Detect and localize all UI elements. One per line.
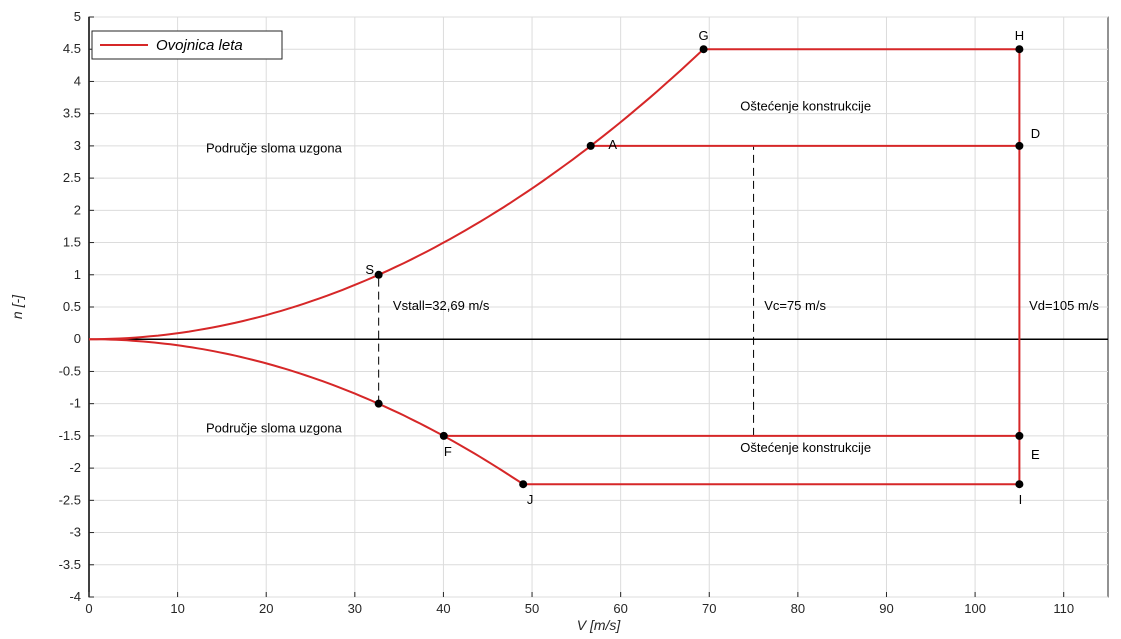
y-tick-label: 5 [74,9,81,24]
envelope-point [1015,431,1024,440]
x-tick-label: 50 [525,601,539,616]
x-tick-label: 100 [964,601,986,616]
point-labels: G H A D S F E J I [365,28,1040,507]
x-axis-label: V [m/s] [577,617,622,633]
y-tick-label: 4 [74,73,81,88]
point-label: H [1015,28,1024,43]
envelope-point [586,141,595,150]
point-label: E [1031,447,1040,462]
y-tick-label: -0.5 [59,363,81,378]
dashed-reference-lines [378,145,755,436]
x-tick-label: 30 [348,601,362,616]
x-tick-label: 90 [879,601,893,616]
negative-stall-curve [89,338,524,486]
y-tick-label: -1.5 [59,428,81,443]
point-label: A [608,137,617,152]
y-tick-label: 4.5 [63,41,81,56]
y-tick-label: 0.5 [63,299,81,314]
y-tick-label: -1 [69,396,81,411]
envelope-point [374,399,383,408]
y-tick-label: 0 [74,331,81,346]
point-label: F [444,444,452,459]
point-label: J [527,492,534,507]
series-lines [89,48,1021,486]
x-tick-label: 40 [436,601,450,616]
annotation-text: Vd=105 m/s [1029,298,1099,313]
x-tick-label: 10 [170,601,184,616]
point-label: G [699,28,709,43]
envelope-point [1015,480,1024,489]
envelope-point [699,45,708,54]
y-tick-label: 3 [74,138,81,153]
grid [88,16,1109,598]
y-tick-label: -2.5 [59,492,81,507]
y-tick-label: 3.5 [63,106,81,121]
y-tick-label: 1.5 [63,235,81,250]
annotation-text: Oštećenje konstrukcije [740,98,871,113]
point-label: I [1019,492,1023,507]
annotations: Oštećenje konstrukcije Područje sloma uzg… [206,98,1099,455]
y-tick-label: -4 [69,589,81,604]
point-label: S [365,262,374,277]
envelope-point [519,480,528,489]
annotation-text: Područje sloma uzgona [206,421,343,436]
x-tick-label: 70 [702,601,716,616]
y-tick-label: 2 [74,202,81,217]
annotation-text: Vc=75 m/s [764,298,826,313]
x-tick-label: 0 [85,601,92,616]
envelope-point [1015,45,1024,54]
x-tick-label: 20 [259,601,273,616]
y-tick-label: -3 [69,525,81,540]
x-tick-label: 60 [613,601,627,616]
y-axis-label: n [-] [9,294,25,319]
envelope-point [374,270,383,279]
legend-entry-text: Ovojnica leta [156,37,243,54]
tick-labels: 0 10 20 30 40 50 60 70 80 90 100 110-4-3.5-3-2.5-2-… [59,9,1074,616]
envelope-point [439,431,448,440]
annotation-text: Oštećenje konstrukcije [740,440,871,455]
point-label: D [1031,126,1040,141]
y-tick-label: 1 [74,267,81,282]
x-tick-label: 80 [791,601,805,616]
positive-stall-curve [89,48,705,341]
annotation-text: Područje sloma uzgona [206,140,343,155]
annotation-text: Vstall=32,69 m/s [393,298,490,313]
y-tick-label: 2.5 [63,170,81,185]
y-tick-label: -2 [69,460,81,475]
y-tick-label: -3.5 [59,557,81,572]
envelope-points [374,45,1024,489]
envelope-point [1015,141,1024,150]
x-tick-label: 110 [1053,601,1074,616]
legend: Ovojnica leta [91,30,283,60]
